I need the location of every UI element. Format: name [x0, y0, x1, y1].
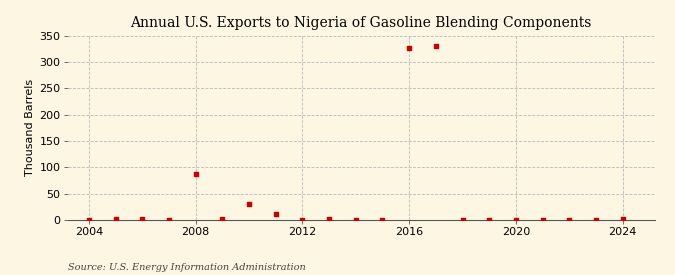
Point [618, 217, 628, 221]
Point [297, 218, 308, 222]
Point [510, 218, 521, 222]
Point [324, 217, 335, 221]
Point [457, 218, 468, 222]
Point [163, 218, 174, 222]
Point [484, 218, 495, 222]
Point [377, 218, 388, 222]
Point [110, 217, 121, 221]
Text: Source: U.S. Energy Information Administration: Source: U.S. Energy Information Administ… [68, 263, 305, 271]
Point [270, 211, 281, 216]
Point [591, 218, 601, 222]
Point [217, 217, 227, 221]
Point [244, 202, 254, 207]
Point [84, 218, 95, 222]
Point [350, 218, 361, 222]
Y-axis label: Thousand Barrels: Thousand Barrels [25, 79, 35, 177]
Point [431, 44, 441, 48]
Point [190, 172, 201, 176]
Point [537, 218, 548, 222]
Point [564, 218, 574, 222]
Point [137, 217, 148, 221]
Title: Annual U.S. Exports to Nigeria of Gasoline Blending Components: Annual U.S. Exports to Nigeria of Gasoli… [130, 16, 592, 31]
Point [404, 46, 414, 51]
